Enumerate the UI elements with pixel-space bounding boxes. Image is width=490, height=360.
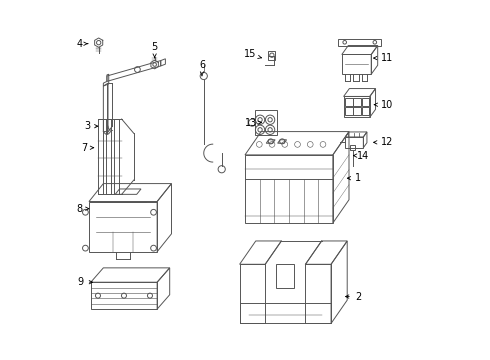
Text: 15: 15: [244, 49, 262, 59]
Text: 5: 5: [151, 42, 158, 58]
Text: 7: 7: [81, 143, 94, 153]
Text: 3: 3: [84, 121, 98, 131]
Text: 8: 8: [76, 204, 89, 214]
Text: 12: 12: [373, 138, 393, 147]
Text: 10: 10: [374, 100, 393, 110]
Text: 2: 2: [345, 292, 361, 302]
Text: 4: 4: [76, 39, 88, 49]
Text: 14: 14: [353, 150, 369, 161]
Text: 13: 13: [245, 118, 261, 128]
Text: 1: 1: [347, 173, 361, 183]
Text: 9: 9: [78, 277, 93, 287]
Text: 11: 11: [373, 53, 393, 63]
Text: 6: 6: [199, 60, 205, 76]
